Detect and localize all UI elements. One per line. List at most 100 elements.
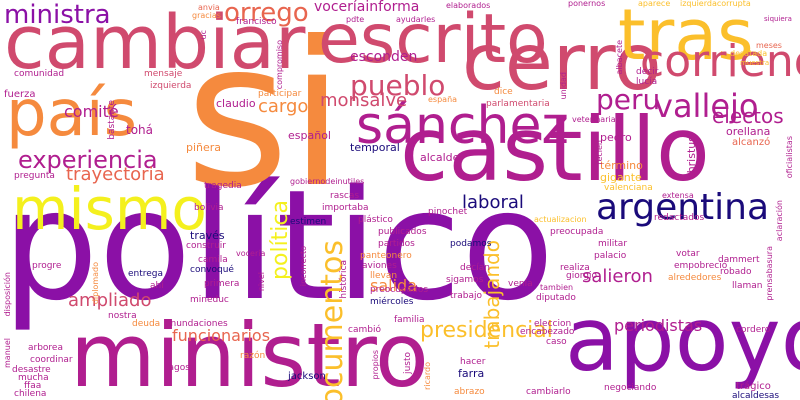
- word-gobiernodeinutiles: gobiernodeinutiles: [290, 177, 365, 186]
- word-meses: meses: [756, 41, 782, 50]
- word-dice: dice: [494, 87, 513, 97]
- word-experiencia: experiencia: [18, 146, 158, 174]
- word-compromiso: compromiso: [275, 40, 284, 90]
- word-peru: peru: [596, 83, 661, 116]
- word-cerro: cerro: [462, 18, 662, 108]
- word-giorgio: giorgio: [566, 271, 597, 281]
- word-alcanzo: alcanzó: [732, 137, 771, 148]
- word-tragico: trágico: [736, 381, 771, 392]
- word-ffaa: ffaa: [24, 381, 42, 391]
- word-corriendo: corriendo: [640, 36, 800, 87]
- word-sigamos: sigamos: [446, 275, 484, 285]
- word-pregunta: pregunta: [14, 171, 55, 181]
- word-mensaje: mensaje: [144, 69, 183, 79]
- word-inundaciones: inundaciones: [168, 319, 228, 329]
- word-presidencial: presidencial: [420, 318, 553, 343]
- word-cargo: cargo: [258, 96, 309, 117]
- word-coordinar: coordinar: [30, 355, 73, 365]
- word-traves: través: [190, 229, 225, 242]
- word-aparece: aparece: [638, 0, 671, 8]
- word-unidad: unidad: [559, 72, 568, 100]
- word-oficialistas: oficialistas: [785, 136, 794, 179]
- word-castillo: castillo: [400, 98, 710, 201]
- word-extensa: extensa: [662, 191, 694, 200]
- word-caso: caso: [546, 337, 567, 347]
- word-partidos: partidos: [378, 239, 415, 249]
- word-vallejo: vallejo: [654, 87, 759, 125]
- word-espana: españa: [428, 95, 458, 104]
- word-decian: decían: [460, 263, 490, 273]
- word-claudio: claudio: [216, 97, 256, 110]
- word-redactados: redactados: [654, 213, 705, 223]
- word-funcionarios: funcionarios: [172, 326, 271, 345]
- word-realiza: realiza: [560, 263, 590, 273]
- word-ponernos: ponernos: [568, 0, 606, 8]
- word-aviones: aviones: [362, 261, 397, 271]
- word-nivel: nivel: [257, 272, 266, 292]
- word-tras: tras: [618, 0, 754, 76]
- word-manuel: manuel: [3, 338, 12, 368]
- word-ministra: ministra: [4, 0, 111, 30]
- word-bolivia: bolivia: [194, 203, 224, 213]
- word-voceriainforma: voceríainforma: [314, 0, 420, 15]
- word-espanol: español: [288, 129, 331, 142]
- word-valenciana: valenciana: [604, 183, 653, 193]
- word-periodistas: periodistas: [614, 316, 703, 335]
- word-importaba: importaba: [322, 203, 369, 213]
- word-hacer: hacer: [460, 357, 486, 367]
- word-pais: país: [6, 77, 137, 151]
- word-palacio: palacio: [594, 251, 627, 261]
- word-fuerza: fuerza: [4, 89, 36, 100]
- word-argentina: argentina: [596, 187, 770, 228]
- word-preocupados: preocupados: [370, 285, 429, 295]
- word-elaborados: elaborados: [446, 1, 491, 10]
- word-llevan: llevan: [370, 271, 398, 281]
- word-izquierda: izquierda: [150, 81, 192, 91]
- word-participar: participar: [258, 89, 302, 99]
- word-votar: votar: [676, 249, 700, 259]
- word-anvia: anvia: [198, 3, 220, 12]
- word-escrito: escrito: [318, 0, 548, 79]
- word-tambien: tambien: [540, 283, 574, 292]
- word-mineduc: mineduc: [190, 295, 229, 305]
- word-veterinaria: veterinaria: [572, 115, 616, 124]
- word-robado: robado: [720, 267, 752, 277]
- word-nostra: nostra: [108, 311, 137, 321]
- word-politico: político: [2, 157, 555, 334]
- word-desatada: desatada: [730, 49, 768, 58]
- word-comunidad: comunidad: [14, 69, 65, 79]
- word-pinochet: pinochet: [428, 207, 468, 217]
- word-propios: propios: [371, 350, 380, 380]
- word-deuda: deuda: [132, 319, 161, 329]
- word-mucha: mucha: [18, 373, 49, 383]
- word-cordero: cordero: [736, 325, 771, 335]
- word-muestra: muestra: [740, 59, 770, 67]
- word-trabajo: trabajo: [450, 291, 482, 301]
- word-pueblo: pueblo: [350, 69, 446, 102]
- word-militar: militar: [598, 239, 628, 249]
- word-toha: tohá: [126, 123, 154, 137]
- word-familia: familia: [394, 315, 425, 325]
- word-historica: histórica: [339, 260, 349, 299]
- word-electos: electos: [712, 104, 784, 128]
- word-disposicion: disposición: [3, 272, 12, 317]
- word-alcaldesas: alcaldesas: [732, 391, 780, 400]
- word-convoque: convoqué: [190, 265, 234, 275]
- word-aclaracion: aclaración: [775, 200, 784, 242]
- word-panteonero: panteonero: [360, 251, 412, 261]
- word-ahi: ahí: [150, 281, 164, 291]
- word-orrego: orrego: [224, 0, 309, 28]
- word-laboral: laboral: [462, 192, 524, 213]
- word-desastre: desastre: [12, 365, 51, 375]
- word-podamos: podamos: [450, 239, 492, 249]
- word-christus: christus: [685, 136, 698, 180]
- word-jackson: jackson: [288, 371, 326, 382]
- word-bastante: bastante: [107, 100, 117, 140]
- word-albacete: albacete: [615, 40, 624, 75]
- word-estimen: estimen: [290, 217, 327, 227]
- word-eleccion: eleccion: [534, 319, 572, 329]
- word-sanchez: sánchez: [356, 96, 569, 156]
- word-lagos: lagos: [166, 363, 190, 373]
- word-apoyo: apoyo: [565, 288, 800, 391]
- word-venia: venía: [508, 279, 533, 289]
